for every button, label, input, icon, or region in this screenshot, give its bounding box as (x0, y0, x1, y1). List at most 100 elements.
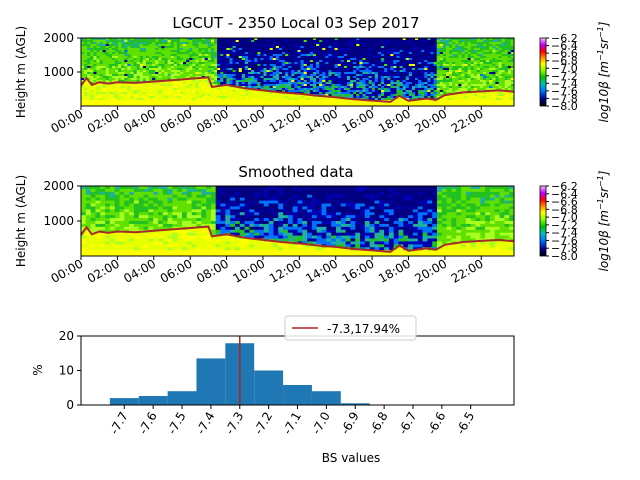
heatmap-cell (402, 102, 407, 105)
heatmap-cell (161, 76, 165, 79)
heatmap-cell (291, 94, 295, 97)
heatmap-cell (186, 80, 190, 83)
heatmap-cell (164, 42, 168, 45)
heatmap-cell (483, 92, 487, 95)
heatmap-cell (248, 38, 252, 41)
heatmap-cell (350, 48, 354, 51)
heatmap-cell (319, 104, 323, 107)
heatmap-cell (85, 209, 92, 213)
heatmap-cell (377, 90, 382, 93)
heatmap-cell (217, 102, 221, 105)
heatmap-cell (455, 52, 459, 55)
heatmap-cell (489, 62, 493, 65)
heatmap-cell (213, 94, 218, 97)
heatmap-cell (192, 86, 196, 89)
heatmap-cell (232, 70, 237, 73)
heatmap-cell (294, 88, 298, 91)
heatmap-cell (309, 74, 314, 77)
heatmap-cell (445, 104, 450, 107)
heatmap-cell (241, 38, 246, 41)
heatmap-cell (285, 58, 289, 61)
heatmap-cell (402, 58, 407, 61)
heatmap-cell (439, 86, 444, 89)
heatmap-cell (102, 70, 107, 73)
heatmap-cell (207, 100, 212, 103)
colorbar-tick-label: −7.2 (551, 70, 578, 83)
heatmap-cell (229, 98, 233, 101)
heatmap-cell (510, 58, 515, 61)
heatmap-cell (96, 38, 100, 41)
heatmap-cell (297, 54, 301, 57)
heatmap-cell (399, 38, 404, 41)
heatmap-cell (142, 96, 147, 99)
heatmap-cell (319, 48, 323, 51)
heatmap-cell (81, 52, 85, 55)
heatmap-cell (501, 42, 506, 45)
heatmap-cell (405, 102, 410, 105)
heatmap-cell (217, 96, 221, 99)
heatmap-cell (87, 72, 91, 75)
heatmap-cell (442, 72, 447, 75)
heatmap-cell (445, 100, 450, 103)
heatmap-cell (390, 60, 394, 63)
heatmap-cell (164, 100, 168, 103)
heatmap-cell (464, 52, 468, 55)
heatmap-cell (170, 74, 175, 77)
heatmap-cell (501, 82, 506, 85)
heatmap-cell (198, 44, 203, 47)
heatmap-cell (489, 96, 493, 99)
heatmap-cell (192, 104, 196, 107)
heatmap-cell (232, 38, 237, 41)
heatmap-cell (353, 48, 357, 51)
heatmap-cell (133, 78, 138, 81)
heatmap-cell (189, 104, 193, 107)
heatmap-cell (90, 76, 94, 79)
heatmap-cell (473, 52, 478, 55)
heatmap-cell (105, 232, 111, 236)
heatmap-cell (473, 58, 478, 61)
heatmap-cell (455, 40, 459, 43)
heatmap-cell (217, 46, 221, 49)
heatmap-cell (195, 94, 199, 97)
heatmap-cell (510, 86, 515, 89)
heatmap-cell (90, 221, 96, 225)
heatmap-cell (186, 40, 190, 43)
heatmap-cell (272, 60, 277, 63)
heatmap-cell (411, 104, 416, 107)
heatmap-cell (99, 52, 104, 55)
heatmap-cell (81, 50, 85, 53)
heatmap-cell (439, 98, 444, 101)
heatmap-cell (260, 104, 264, 107)
heatmap-cell (473, 60, 478, 63)
heatmap-cell (507, 46, 512, 49)
heatmap-cell (96, 40, 100, 43)
heatmap-cell (343, 104, 348, 107)
heatmap-cell (390, 52, 394, 55)
heatmap-cell (498, 60, 503, 63)
heatmap-cell (489, 84, 493, 87)
heatmap-cell (266, 100, 271, 103)
heatmap-cell (461, 76, 465, 79)
heatmap-cell (291, 56, 295, 59)
heatmap-cell (470, 88, 475, 91)
heatmap-cell (405, 80, 410, 83)
heatmap-cell (368, 38, 373, 41)
heatmap-cell (445, 92, 450, 95)
heatmap-cell (411, 76, 416, 79)
heatmap-cell (136, 96, 141, 99)
heatmap-cell (173, 102, 178, 105)
heatmap-cell (486, 70, 490, 73)
heatmap-cell (81, 54, 85, 57)
heatmap-cell (495, 48, 499, 51)
heatmap-cell (442, 58, 447, 61)
heatmap-cell (192, 38, 196, 41)
heatmap-cell (331, 76, 336, 79)
heatmap-cell (130, 52, 134, 55)
heatmap-cell (510, 96, 515, 99)
heatmap-cell (405, 44, 410, 47)
heatmap-cell (489, 88, 493, 91)
heatmap-cell (84, 102, 88, 105)
heatmap-cell (408, 66, 413, 69)
heatmap-cell (84, 68, 88, 71)
heatmap-cell (93, 40, 97, 43)
